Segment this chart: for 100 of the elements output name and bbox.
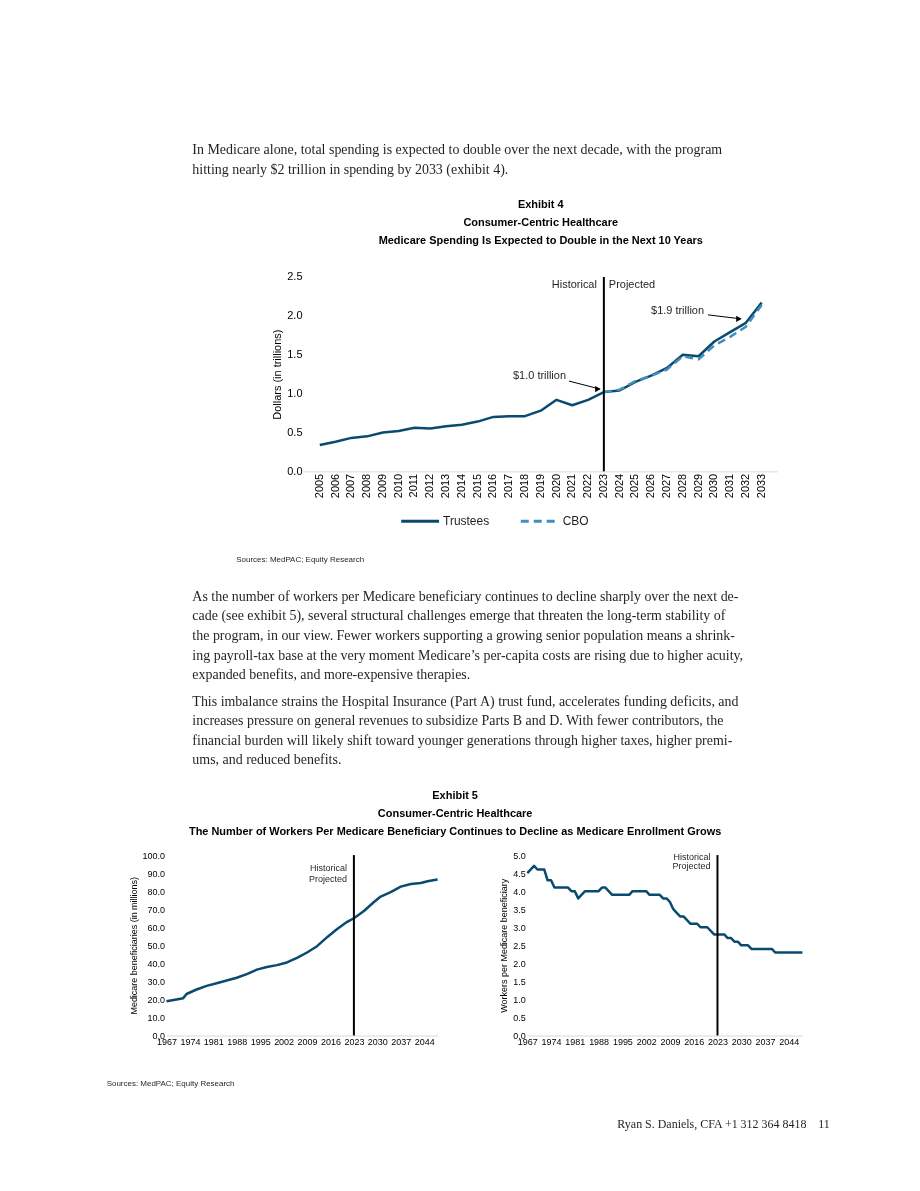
x-tick-label: 2009 xyxy=(660,1036,681,1047)
y-axis-title: Medicare beneficiaries (in millions) xyxy=(128,877,139,1015)
x-tick-label: 2016 xyxy=(320,1036,341,1047)
x-tick-label: 2037 xyxy=(391,1036,412,1047)
x-tick-label: 1995 xyxy=(612,1036,633,1047)
source-note: Sources: MedPAC; Equity Research xyxy=(106,1079,235,1089)
y-tick-label: 0.5 xyxy=(513,1012,526,1023)
x-tick-label: 2010 xyxy=(391,473,404,499)
legend-label: Trustees xyxy=(443,514,490,529)
y-tick-label: 2.0 xyxy=(287,309,303,322)
x-tick-label: 1981 xyxy=(203,1036,224,1047)
x-tick-label: 2022 xyxy=(581,473,594,499)
text: 11 xyxy=(818,1117,830,1132)
y-tick-label: 2.0 xyxy=(513,958,526,969)
y-tick-label: 1.5 xyxy=(513,976,526,987)
x-tick-label: 1995 xyxy=(250,1036,271,1047)
annotation: $1.9 trillion xyxy=(651,303,705,316)
source-note: Sources: MedPAC; Equity Research xyxy=(236,555,365,565)
x-tick-label: 2032 xyxy=(738,473,751,499)
x-tick-label: 2019 xyxy=(533,473,546,499)
y-tick-label: 80.0 xyxy=(147,886,165,897)
x-tick-label: 1981 xyxy=(565,1036,586,1047)
x-tick-label: 2033 xyxy=(754,473,767,499)
x-tick-label: 2037 xyxy=(755,1036,776,1047)
ref-line-label: Historical xyxy=(551,277,597,290)
y-tick-label: 1.0 xyxy=(287,387,303,400)
text: In Medicare alone, total spending is expected to double over the next decade, with the program hitting nearly $2 trillion in spending by 2033 (exhibit 4). xyxy=(192,142,723,178)
annotation: Projected xyxy=(309,873,347,884)
x-tick-label: 2013 xyxy=(439,473,452,499)
line-series xyxy=(526,864,804,954)
x-tick-label: 2030 xyxy=(367,1036,388,1047)
y-tick-label: 60.0 xyxy=(147,922,165,933)
x-tick-label: 2027 xyxy=(659,473,672,499)
x-tick-label: 2018 xyxy=(517,473,530,499)
x-tick-label: 2005 xyxy=(312,473,325,499)
x-tick-label: 2023 xyxy=(596,473,609,499)
y-tick-label: 30.0 xyxy=(147,976,165,987)
y-tick-label: 100.0 xyxy=(142,850,165,861)
x-tick-label: 2023 xyxy=(344,1036,365,1047)
y-tick-label: 2.5 xyxy=(287,270,303,283)
y-tick-label: 70.0 xyxy=(147,904,165,915)
x-tick-label: 1974 xyxy=(541,1036,562,1047)
y-tick-label: 50.0 xyxy=(147,940,165,951)
text: This imbalance strains the Hospital Insurance (Part A) trust fund, accelerates funding deficits, and increases pressure on general revenues to subsidize Parts B and D. With fewer contributors, the financial burden will likely shift toward younger generations through higher taxes, higher premi- ums, and reduced benefits. xyxy=(192,693,739,768)
y-tick-label: 3.5 xyxy=(513,904,526,915)
chart-title: Exhibit 5 Consumer-Centric Healthcare The Number of Workers Per Medicare Beneficiary Continues to Decline as Medicare Enrollment Grows xyxy=(188,789,722,838)
x-tick-label: 2007 xyxy=(344,473,357,499)
x-tick-label: 2006 xyxy=(328,473,341,499)
x-tick-label: 2017 xyxy=(502,473,515,499)
x-tick-label: 2024 xyxy=(612,473,625,499)
y-axis-title: Workers per Medicare beneficiary xyxy=(499,878,510,1013)
y-axis-title: Dollars (in trillions) xyxy=(271,329,284,420)
x-tick-label: 2008 xyxy=(360,473,373,499)
x-tick-label: 1988 xyxy=(589,1036,610,1047)
x-tick-label: 2025 xyxy=(628,473,641,499)
y-tick-label: 1.5 xyxy=(287,348,303,361)
text: As the number of workers per Medicare beneficiary continues to decline sharply over the next de- cade (see exhibit 5), several structural challenges emerge that threaten the long-term stability of the program, in our view. Fewer workers supporting a growing senior population means a shrink- ing payroll-tax base at the very moment Medicare’s per-capita costs are rising due to higher acuity, expanded benefits, and more-expensive therapies. xyxy=(192,588,744,683)
x-tick-label: 2014 xyxy=(454,473,467,499)
x-tick-label: 2009 xyxy=(297,1036,318,1047)
x-tick-label: 2021 xyxy=(565,473,578,499)
x-tick-label: 2030 xyxy=(731,1036,752,1047)
x-tick-label: 2012 xyxy=(423,473,436,499)
x-tick-label: 2016 xyxy=(684,1036,705,1047)
y-tick-label: 0.0 xyxy=(287,464,303,477)
annotation: Projected xyxy=(672,860,711,871)
x-tick-label: 2020 xyxy=(549,473,562,499)
y-tick-label: 40.0 xyxy=(147,958,165,969)
y-tick-label: 0.5 xyxy=(287,425,303,438)
y-tick-label: 20.0 xyxy=(147,994,165,1005)
x-tick-label: 2029 xyxy=(691,473,704,499)
x-tick-label: 2011 xyxy=(407,473,420,498)
legend-label: CBO xyxy=(562,514,589,529)
y-tick-label: 1.0 xyxy=(513,994,526,1005)
y-tick-label: 4.5 xyxy=(513,868,526,879)
x-tick-label: 2016 xyxy=(486,473,499,499)
x-tick-label: 2026 xyxy=(644,473,657,499)
x-tick-label: 2002 xyxy=(636,1036,657,1047)
x-tick-label: 2031 xyxy=(723,473,736,499)
x-tick-label: 2030 xyxy=(707,473,720,499)
line-series xyxy=(318,301,763,447)
x-tick-label: 2002 xyxy=(274,1036,295,1047)
x-tick-label: 2015 xyxy=(470,473,483,499)
y-tick-label: 10.0 xyxy=(147,1012,165,1023)
ref-line-label: Historical xyxy=(310,863,347,874)
y-tick-label: 3.0 xyxy=(513,922,526,933)
x-tick-label: 2044 xyxy=(779,1036,800,1047)
annotation: Projected xyxy=(608,277,656,290)
x-tick-label: 1974 xyxy=(180,1036,201,1047)
annotation: $1.0 trillion xyxy=(513,369,566,382)
x-tick-label: 1988 xyxy=(227,1036,248,1047)
x-tick-label: 2028 xyxy=(675,473,688,499)
x-tick-label: 2009 xyxy=(375,473,388,499)
ref-line-label: Historical xyxy=(673,852,711,863)
text: Ryan S. Daniels, CFA +1 312 364 8418 xyxy=(617,1117,807,1132)
y-tick-label: 5.0 xyxy=(513,850,526,861)
line-series xyxy=(602,303,763,394)
y-tick-label: 4.0 xyxy=(513,886,526,897)
y-tick-label: 2.5 xyxy=(513,940,526,951)
x-tick-label: 2023 xyxy=(708,1036,728,1047)
chart-title: Exhibit 4 Consumer-Centric Healthcare Medicare Spending Is Expected to Double in the Next 10 Years xyxy=(378,198,703,247)
